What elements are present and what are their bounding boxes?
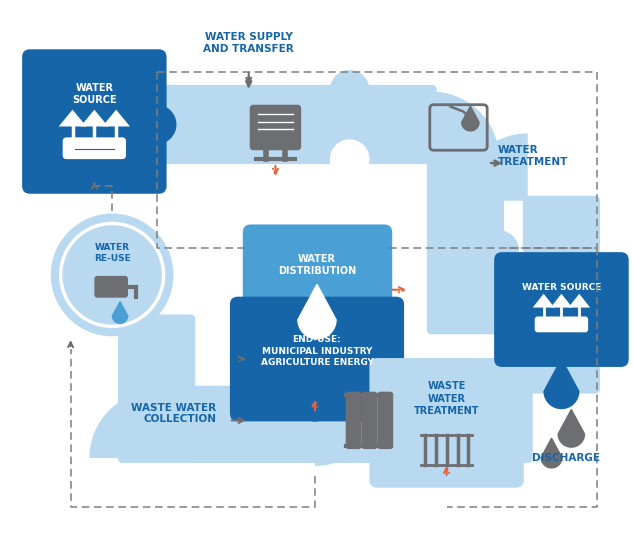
Text: WASTE WATER
COLLECTION: WASTE WATER COLLECTION: [131, 402, 216, 424]
FancyBboxPatch shape: [523, 196, 600, 394]
Polygon shape: [541, 438, 562, 468]
Text: WASTE
WATER
TREATMENT: WASTE WATER TREATMENT: [414, 381, 479, 416]
Polygon shape: [432, 92, 499, 159]
Polygon shape: [544, 359, 579, 408]
Circle shape: [330, 70, 370, 110]
Polygon shape: [528, 321, 595, 389]
Text: WATER
TREATMENT: WATER TREATMENT: [498, 146, 568, 167]
Polygon shape: [80, 110, 108, 126]
Text: DISCHARGE: DISCHARGE: [532, 453, 600, 463]
FancyBboxPatch shape: [63, 138, 126, 159]
Text: WATER
SOURCE: WATER SOURCE: [72, 83, 116, 105]
Polygon shape: [315, 389, 382, 456]
Polygon shape: [432, 92, 499, 159]
FancyBboxPatch shape: [427, 154, 504, 334]
Polygon shape: [298, 284, 336, 339]
Circle shape: [59, 222, 166, 328]
FancyBboxPatch shape: [243, 224, 392, 354]
Circle shape: [330, 139, 370, 179]
FancyBboxPatch shape: [249, 104, 301, 150]
FancyBboxPatch shape: [377, 392, 393, 449]
Text: WATER
DISTRIBUTION: WATER DISTRIBUTION: [278, 254, 356, 276]
Polygon shape: [315, 399, 382, 466]
Polygon shape: [551, 294, 572, 308]
FancyBboxPatch shape: [152, 85, 437, 164]
FancyBboxPatch shape: [361, 392, 377, 449]
Circle shape: [479, 230, 519, 270]
Text: END-USE:
MUNICIPAL INDUSTRY
AGRICULTURE ENERGY: END-USE: MUNICIPAL INDUSTRY AGRICULTURE …: [261, 335, 373, 367]
Polygon shape: [461, 106, 479, 131]
Text: WATER SUPPLY
AND TRANSFER: WATER SUPPLY AND TRANSFER: [203, 33, 294, 54]
FancyBboxPatch shape: [494, 252, 629, 367]
Circle shape: [137, 104, 177, 144]
Polygon shape: [568, 294, 590, 308]
FancyBboxPatch shape: [118, 314, 195, 463]
Polygon shape: [89, 391, 157, 458]
FancyBboxPatch shape: [152, 386, 320, 463]
FancyBboxPatch shape: [277, 245, 354, 403]
Text: WATER
RE-USE: WATER RE-USE: [94, 244, 130, 263]
Polygon shape: [299, 376, 330, 421]
FancyBboxPatch shape: [346, 392, 361, 449]
FancyBboxPatch shape: [230, 297, 404, 422]
Polygon shape: [59, 110, 87, 126]
FancyBboxPatch shape: [94, 276, 128, 297]
Polygon shape: [103, 110, 130, 126]
Polygon shape: [460, 133, 528, 201]
Text: WATER SOURCE: WATER SOURCE: [522, 283, 601, 292]
Circle shape: [379, 369, 419, 408]
Polygon shape: [558, 409, 584, 447]
FancyBboxPatch shape: [118, 403, 195, 463]
FancyBboxPatch shape: [22, 49, 166, 194]
Polygon shape: [113, 302, 128, 324]
Circle shape: [295, 230, 335, 270]
FancyBboxPatch shape: [370, 358, 524, 488]
Circle shape: [51, 214, 173, 336]
Polygon shape: [533, 294, 555, 308]
FancyBboxPatch shape: [535, 317, 588, 332]
FancyBboxPatch shape: [310, 384, 533, 463]
